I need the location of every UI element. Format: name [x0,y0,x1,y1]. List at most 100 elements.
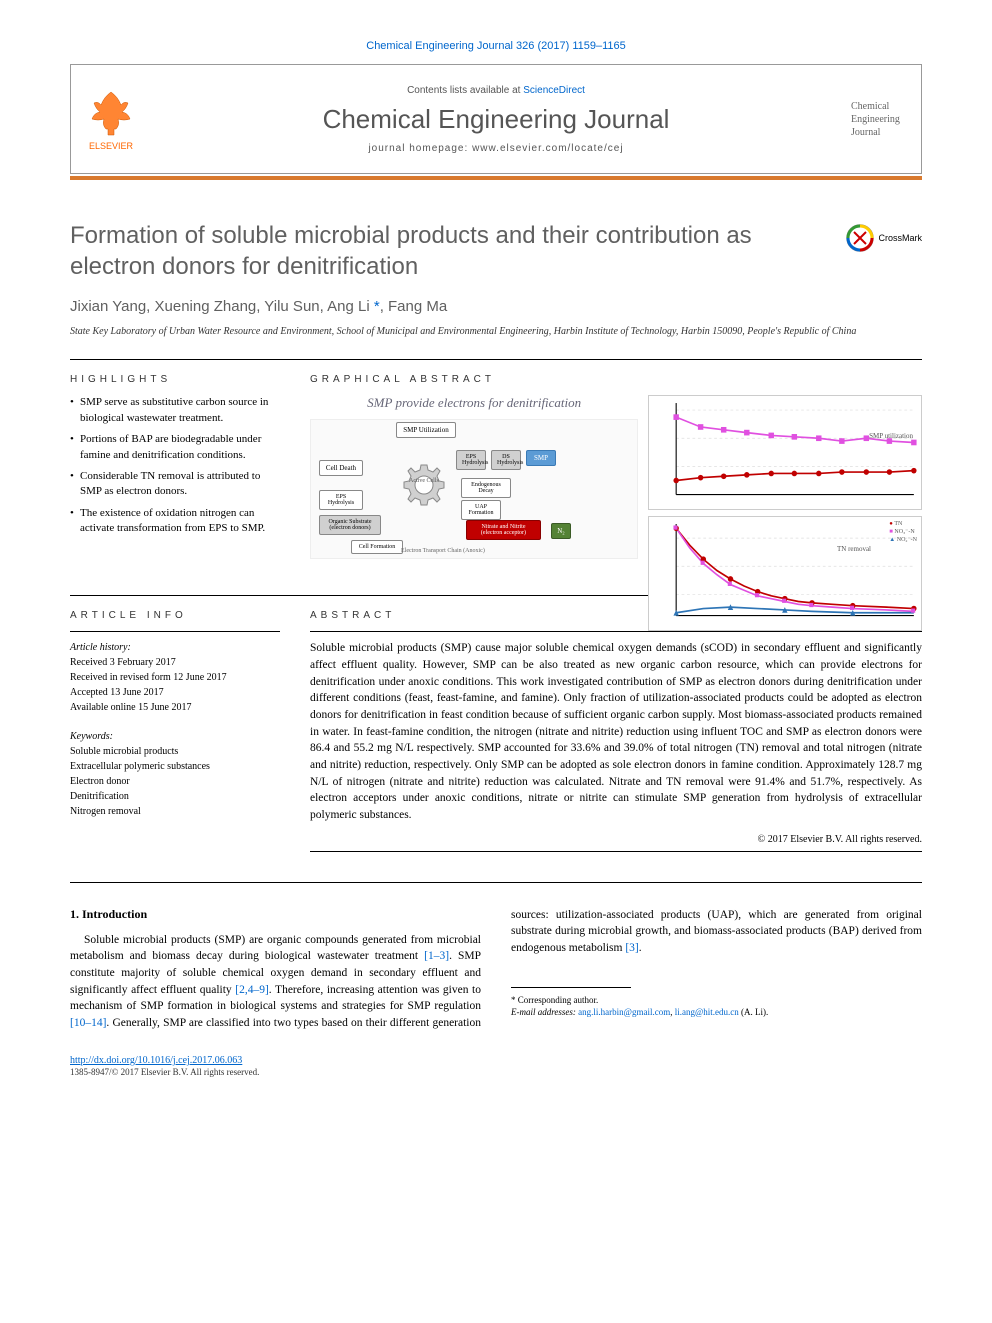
footnote-rule [511,987,631,988]
highlights-label: HIGHLIGHTS [70,374,280,385]
keyword: Extracellular polymeric substances [70,759,280,774]
graphical-abstract-label: GRAPHICAL ABSTRACT [310,374,922,385]
ga-box-cellform: Cell Formation [351,540,403,554]
highlight-item: Portions of BAP are biodegradable under … [70,432,280,463]
crossmark-label: CrossMark [878,233,922,243]
article-title: Formation of soluble microbial products … [70,220,922,282]
abstract-copyright: © 2017 Elsevier B.V. All rights reserved… [310,834,922,845]
email-link[interactable]: li.ang@hit.edu.cn [675,1007,739,1017]
journal-cover-thumb: Chemical Engineering Journal [841,65,921,173]
highlight-item: SMP serve as substitutive carbon source … [70,395,280,426]
keyword: Electron donor [70,774,280,789]
article-history: Article history: Received 3 February 201… [70,640,280,715]
keywords-block: Keywords: Soluble microbial products Ext… [70,729,280,819]
graphical-abstract: SMP provide electrons for denitrificatio… [310,395,922,575]
intro-text: Soluble microbial products (SMP) are org… [70,934,481,963]
highlight-item: Considerable TN removal is attributed to… [70,469,280,500]
body-text: 1. Introduction Soluble microbial produc… [70,907,922,1032]
abstract-text: Soluble microbial products (SMP) cause m… [310,640,922,823]
accepted-date: Accepted 13 June 2017 [70,685,280,700]
sciencedirect-link[interactable]: ScienceDirect [523,85,585,96]
affiliation: State Key Laboratory of Urban Water Reso… [70,325,922,339]
highlights-column: HIGHLIGHTS SMP serve as substitutive car… [70,360,280,575]
keyword: Denitrification [70,789,280,804]
ga-caption: SMP provide electrons for denitrificatio… [310,395,638,411]
highlights-graphical-row: HIGHLIGHTS SMP serve as substitutive car… [70,360,922,575]
highlights-list: SMP serve as substitutive carbon source … [70,395,280,536]
ga-box-eps2: EPS Hydrolysis [319,490,363,510]
corr-author-note: * Corresponding author. [511,994,922,1007]
crossmark-icon [846,224,874,252]
article-info-label: ARTICLE INFO [70,610,280,621]
ga-box-n2: N₂ [551,523,571,539]
article-header: CrossMark Formation of soluble microbial… [70,220,922,339]
ref-link[interactable]: [3] [625,942,638,954]
highlight-item: The existence of oxidation nitrogen can … [70,506,280,537]
doi-link[interactable]: http://dx.doi.org/10.1016/j.cej.2017.06.… [70,1055,242,1066]
elsevier-logo[interactable]: ELSEVIER [71,65,151,173]
email-label: E-mail addresses: [511,1007,578,1017]
crossmark-badge[interactable]: CrossMark [846,224,922,252]
authors: Jixian Yang, Xuening Zhang, Yilu Sun, An… [70,298,922,315]
ga-box-uap: UAP Formation [461,500,501,520]
journal-reference: Chemical Engineering Journal 326 (2017) … [70,40,922,52]
elsevier-tree-icon [86,87,136,137]
journal-title-header: Chemical Engineering Journal [323,104,670,135]
ga-active-label: Active Cells [409,478,439,484]
chart-tn-removal: TN removal ● TN ■ NO₃⁻-N ▲ NO₂⁻-N [648,516,922,631]
chart2-legend: ● TN ■ NO₃⁻-N ▲ NO₂⁻-N [889,521,917,544]
authors-tail: , Fang Ma [380,298,448,315]
elsevier-label: ELSEVIER [89,141,133,151]
intro-heading: 1. Introduction [70,907,481,922]
ga-box-nitrate: Nitrate and Nitrite (electron acceptor) [466,520,541,540]
ga-charts-panel: SMP utilization [648,395,922,575]
orange-accent-bar [70,176,922,180]
abstract-column: ABSTRACT Soluble microbial products (SMP… [310,596,922,851]
homepage-line: journal homepage: www.elsevier.com/locat… [368,143,623,154]
chart2-label: TN removal [837,545,871,553]
ga-box-smp: SMP [526,450,556,466]
ga-etc-label: Electron Transport Chain (Anoxic) [401,548,485,554]
keyword: Soluble microbial products [70,744,280,759]
email-tail: (A. Li). [739,1007,769,1017]
ga-box-cell-death: Cell Death [319,460,363,476]
issn-copyright: 1385-8947/© 2017 Elsevier B.V. All right… [70,1067,922,1077]
contents-line: Contents lists available at ScienceDirec… [407,85,585,96]
ref-link[interactable]: [2,4–9] [235,984,269,996]
ga-diagram-panel: SMP provide electrons for denitrificatio… [310,395,638,575]
email-line: E-mail addresses: ang.li.harbin@gmail.co… [511,1006,922,1019]
intro-text: . [639,942,642,954]
rule [310,851,922,852]
gear-icon [399,460,449,510]
ga-flowchart: SMP Utilization Cell Death EPS Hydrolysi… [310,419,638,559]
ga-box-endo: Endogenous Decay [461,478,511,498]
keywords-label: Keywords: [70,729,280,744]
info-abstract-row: ARTICLE INFO Article history: Received 3… [70,596,922,851]
chart-smp-utilization: SMP utilization [648,395,922,510]
revised-date: Received in revised form 12 June 2017 [70,670,280,685]
chart1-label: SMP utilization [869,432,913,440]
ref-link[interactable]: [10–14] [70,1017,106,1029]
corresponding-footnote: * Corresponding author. E-mail addresses… [511,994,922,1019]
ref-link[interactable]: [1–3] [424,950,449,962]
ga-box-eps: EPS Hydrolysis [456,450,486,470]
authors-main: Jixian Yang, Xuening Zhang, Yilu Sun, An… [70,298,374,315]
ga-box-org: Organic Substrate (electron donors) [319,515,381,535]
keyword: Nitrogen removal [70,804,280,819]
homepage-prefix: journal homepage: [368,143,472,154]
ga-box-ds: DS Hydrolysis [491,450,521,470]
ga-box-smp-util: SMP Utilization [396,422,456,438]
body-top-rule [70,882,922,883]
received-date: Received 3 February 2017 [70,655,280,670]
homepage-url[interactable]: www.elsevier.com/locate/cej [472,143,624,154]
graphical-abstract-column: GRAPHICAL ABSTRACT SMP provide electrons… [310,360,922,575]
journal-header-box: ELSEVIER Contents lists available at Sci… [70,64,922,174]
online-date: Available online 15 June 2017 [70,700,280,715]
page-footer: http://dx.doi.org/10.1016/j.cej.2017.06.… [70,1052,922,1077]
article-info-column: ARTICLE INFO Article history: Received 3… [70,596,280,851]
rule [70,631,280,632]
contents-prefix: Contents lists available at [407,85,523,96]
header-center: Contents lists available at ScienceDirec… [151,65,841,173]
email-link[interactable]: ang.li.harbin@gmail.com [578,1007,670,1017]
history-label: Article history: [70,640,280,655]
